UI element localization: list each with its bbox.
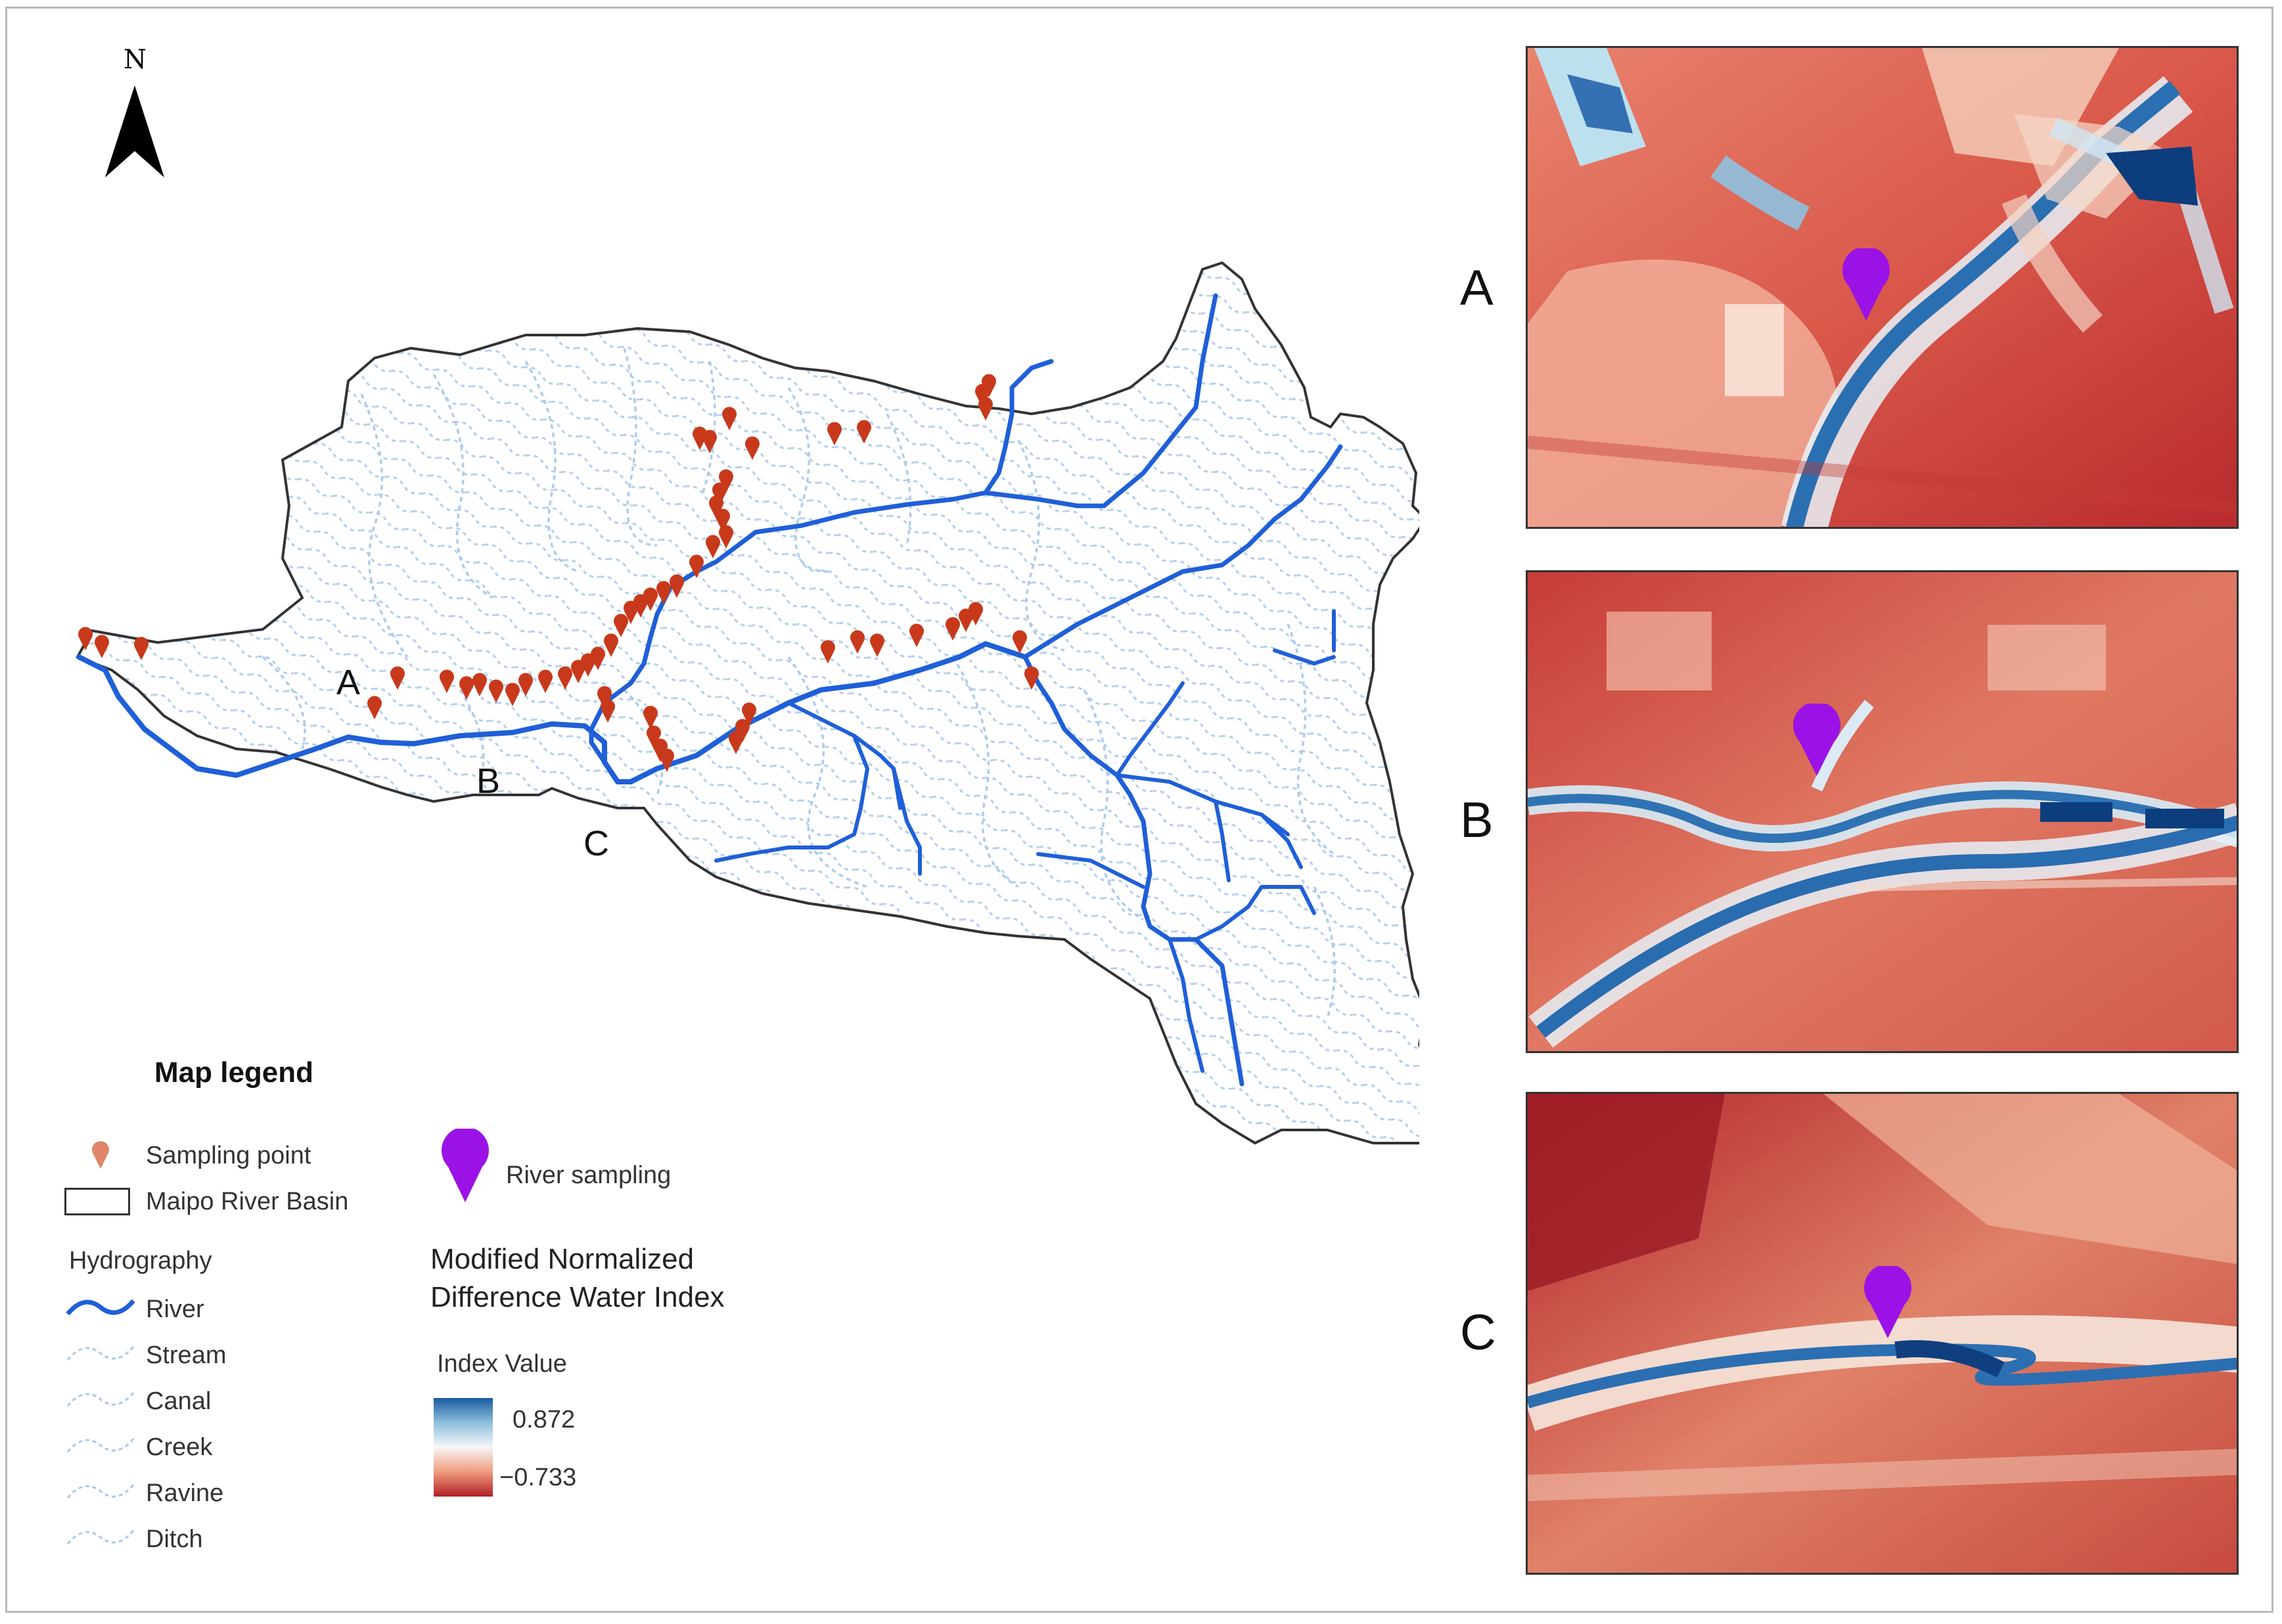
sampling-point-marker [969, 602, 983, 625]
index-min-value: −0.733 [499, 1464, 577, 1491]
sampling-point-marker [614, 614, 628, 637]
sampling-point-marker [909, 623, 924, 647]
sampling-point-marker [367, 696, 382, 719]
sampling-point-marker [643, 587, 658, 611]
river-sampling-pin-icon [1793, 704, 1840, 776]
legend-river-sampling: River sampling [506, 1162, 672, 1189]
legend-sampling-point: Sampling point [146, 1142, 311, 1169]
map-letter-a: A [336, 663, 361, 702]
sampling-point-marker [95, 635, 109, 658]
sampling-point-marker [624, 600, 639, 624]
sampling-point-marker [505, 683, 520, 706]
river-sampling-legend-icon [442, 1129, 489, 1202]
sampling-point-marker [489, 679, 503, 703]
sampling-point-marker [982, 374, 996, 397]
sampling-point-marker [850, 630, 865, 654]
sampling-point-marker [558, 666, 572, 690]
sampling-point-marker [633, 594, 648, 618]
sampling-point-marker [78, 627, 93, 650]
sampling-point-marker [978, 397, 993, 420]
basin-map [76, 261, 1419, 1144]
figure-frame [5, 7, 2273, 1613]
sampling-point-marker [716, 508, 730, 532]
sampling-point-marker [656, 581, 671, 604]
sampling-point-marker [745, 436, 760, 460]
panel-a-image [1526, 46, 2239, 529]
index-title-line2: Difference Water Index [430, 1281, 725, 1313]
sampling-point-marker [722, 407, 737, 430]
index-max-value: 0.872 [513, 1406, 576, 1433]
sampling-point-marker [702, 430, 717, 453]
map-letter-b: B [476, 761, 501, 801]
sampling-point-marker [857, 420, 871, 443]
river-line-icon [66, 1299, 135, 1316]
sampling-point-marker [870, 633, 884, 657]
legend-ravine: Ravine [146, 1479, 224, 1507]
panel-label-c: C [1460, 1305, 1496, 1361]
panel-b-image [1526, 570, 2239, 1053]
sampling-point-marker [719, 469, 733, 493]
sampling-point-marker [571, 660, 585, 683]
sampling-point-marker [735, 719, 750, 742]
sampling-point-marker [581, 653, 595, 677]
sampling-point-marker [440, 669, 455, 693]
sampling-point-marker [1013, 630, 1027, 654]
sampling-point-marker [653, 738, 668, 762]
north-arrow-icon [105, 85, 164, 177]
sampling-point-marker [670, 574, 684, 598]
ravine-line-icon [66, 1484, 135, 1499]
ditch-line-icon [66, 1530, 135, 1545]
legend-river: River [146, 1296, 204, 1323]
sampling-point-marker [693, 426, 707, 450]
legend-canal: Canal [146, 1387, 212, 1415]
sampling-point-marker [601, 699, 615, 723]
sampling-point-marker [729, 731, 743, 754]
river-sampling-pin-icon [1864, 1266, 1911, 1338]
panel-label-b: B [1460, 792, 1494, 848]
map-letter-c: C [583, 824, 609, 863]
basin-swatch-icon [64, 1188, 130, 1215]
sampling-point-marker [946, 617, 960, 641]
legend-hydrography-title: Hydrography [69, 1247, 212, 1274]
sampling-point-marker [660, 748, 674, 772]
north-label: N [124, 45, 147, 75]
sampling-points [78, 374, 1039, 772]
sampling-point-marker [472, 673, 488, 696]
sampling-point-marker [647, 725, 661, 749]
stream-line-icon [66, 1346, 135, 1361]
canal-line-icon [66, 1392, 135, 1407]
sampling-point-marker [518, 673, 533, 696]
sampling-point-marker [959, 608, 973, 632]
legend-stream: Stream [146, 1342, 227, 1369]
sampling-point-marker [538, 669, 553, 693]
sampling-point-marker [1024, 666, 1039, 690]
sampling-point-marker [390, 666, 405, 690]
index-colorbar [434, 1398, 493, 1497]
sampling-point-marker-icon [92, 1141, 109, 1169]
sampling-point-marker [706, 535, 720, 558]
panel-label-a: A [1460, 260, 1494, 316]
sampling-point-marker [742, 702, 756, 726]
index-title-line1: Modified Normalized [430, 1243, 695, 1275]
panel-c-image [1526, 1092, 2239, 1575]
sampling-point-marker [134, 637, 148, 660]
sampling-point-marker [597, 686, 612, 710]
sampling-point-marker [459, 676, 474, 700]
sampling-point-marker [643, 706, 658, 729]
legend-ditch: Ditch [146, 1525, 203, 1553]
sampling-point-marker [827, 422, 842, 445]
sampling-point-marker [591, 646, 605, 670]
index-value-title: Index Value [437, 1350, 567, 1378]
river-sampling-pin-icon [1842, 248, 1890, 321]
creek-line-icon [66, 1438, 135, 1453]
sampling-point-marker [689, 554, 704, 578]
legend-basin: Maipo River Basin [146, 1188, 349, 1215]
legend-creek: Creek [146, 1433, 213, 1461]
sampling-point-marker [821, 640, 835, 664]
sampling-point-marker [604, 633, 618, 657]
sampling-point-marker [712, 482, 727, 506]
legend-title: Map legend [154, 1056, 314, 1089]
